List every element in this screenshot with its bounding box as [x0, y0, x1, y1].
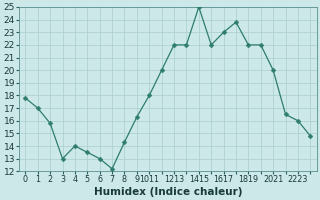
X-axis label: Humidex (Indice chaleur): Humidex (Indice chaleur) [93, 187, 242, 197]
